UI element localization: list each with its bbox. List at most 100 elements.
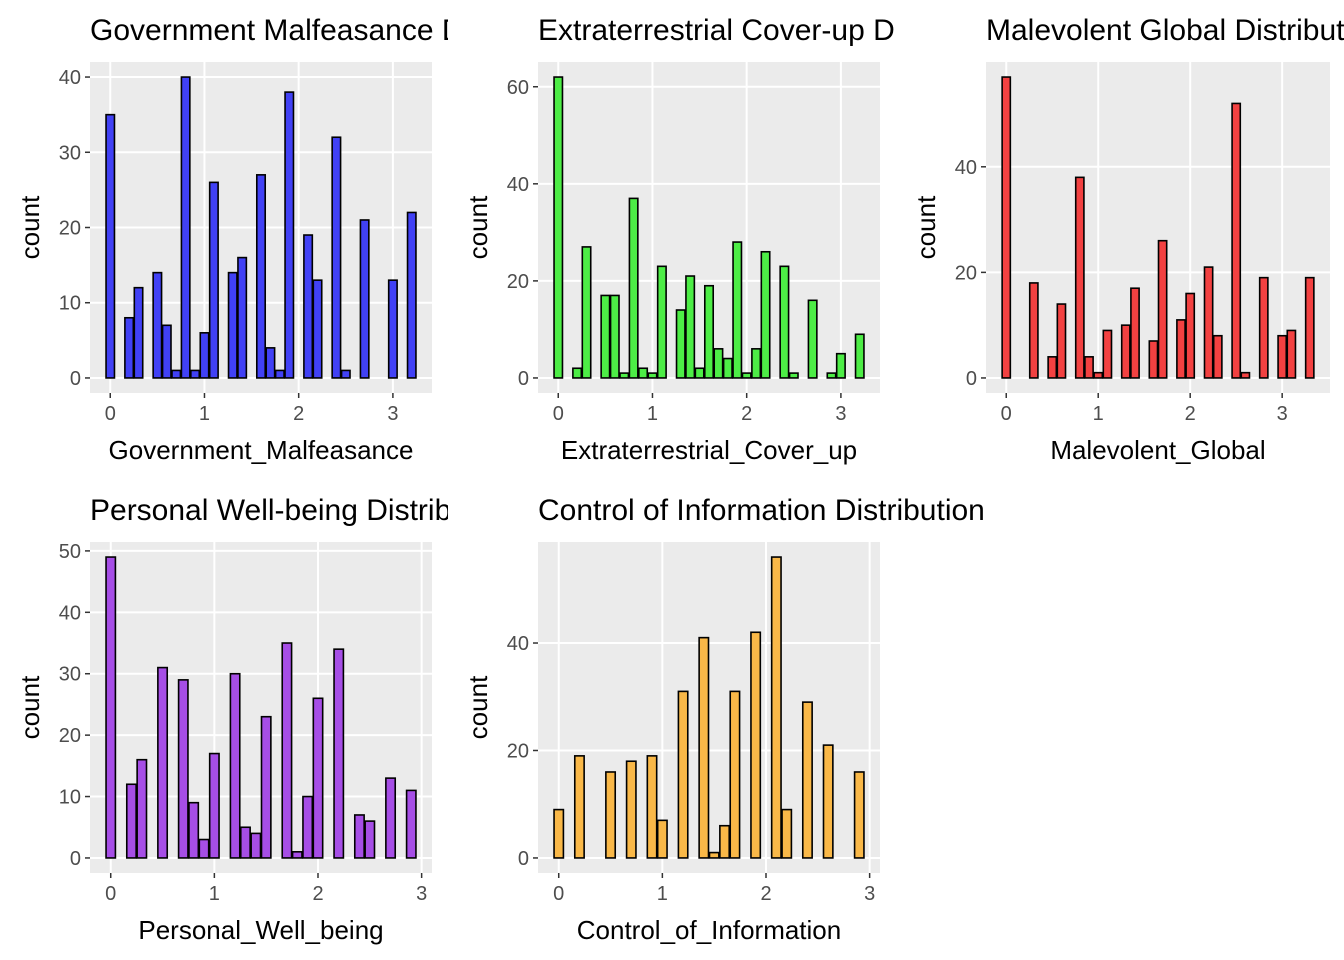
x-axis-label: Personal_Well_being (138, 915, 383, 945)
y-axis-label: count (15, 675, 45, 739)
bar (1203, 266, 1214, 379)
bar (1212, 334, 1223, 379)
bar (722, 357, 733, 379)
bar (199, 332, 210, 379)
bar (274, 369, 285, 379)
bar (677, 690, 689, 859)
bar (656, 819, 668, 859)
bar (694, 367, 705, 379)
bar (788, 372, 799, 379)
bar (208, 181, 219, 379)
bar (364, 820, 376, 859)
bar (1074, 176, 1085, 379)
bar (853, 771, 865, 859)
x-tick-label: 0 (105, 403, 116, 425)
x-tick-label: 2 (293, 403, 304, 425)
x-tick-label: 3 (1277, 403, 1288, 425)
bar (675, 309, 686, 379)
bar (385, 777, 397, 859)
y-axis-label: count (463, 675, 493, 739)
x-tick-label: 2 (1185, 403, 1196, 425)
x-tick-label: 1 (647, 403, 658, 425)
x-tick-label: 1 (657, 883, 668, 905)
bar (188, 801, 200, 859)
bar (609, 294, 620, 379)
x-axis-label: Extraterrestrial_Cover_up (561, 435, 857, 465)
bar (698, 636, 710, 859)
x-tick-label: 2 (760, 883, 771, 905)
bar (729, 690, 741, 859)
bar (353, 814, 365, 859)
y-tick-label: 0 (70, 368, 81, 390)
bar (600, 294, 611, 379)
bar (760, 250, 771, 379)
bar (1130, 287, 1140, 379)
bar (303, 234, 314, 379)
bar (1084, 356, 1094, 379)
bar (750, 631, 762, 859)
x-tick-label: 3 (864, 883, 875, 905)
y-tick-label: 10 (59, 293, 81, 315)
chart-title: Personal Well-being Distribution (90, 494, 516, 527)
bar (605, 771, 617, 859)
x-tick-label: 2 (741, 403, 752, 425)
bar (1240, 371, 1251, 379)
bar (208, 752, 220, 859)
bar (703, 284, 715, 379)
y-tick-label: 20 (59, 218, 81, 240)
y-axis-label: count (15, 195, 45, 259)
x-tick-label: 1 (209, 883, 220, 905)
subplot: 0 20 40 0 1 2 3 Malevolent Global Distribution M… (896, 0, 1344, 480)
chart-title: Control of Information Distribution (538, 494, 985, 527)
bar (854, 333, 865, 379)
bar (646, 755, 658, 859)
bar (708, 851, 720, 859)
y-tick-label: 50 (59, 541, 81, 563)
y-axis-label: count (911, 195, 941, 259)
bar (136, 758, 148, 859)
bar (807, 299, 818, 379)
bar (239, 826, 251, 859)
bar (125, 783, 137, 859)
y-tick-label: 0 (966, 368, 977, 390)
y-tick-label: 0 (70, 848, 81, 870)
bar (553, 808, 565, 859)
bar (835, 352, 846, 379)
bar (781, 808, 793, 859)
y-tick-label: 40 (59, 67, 81, 89)
x-tick-label: 3 (387, 403, 398, 425)
bar (1277, 334, 1288, 379)
x-tick-label: 2 (312, 883, 323, 905)
bar (685, 275, 696, 379)
bar (1047, 356, 1058, 379)
bar (406, 211, 417, 379)
bar (312, 279, 323, 379)
bar (638, 367, 649, 379)
bar (190, 369, 201, 379)
bar (281, 642, 293, 859)
bar (405, 789, 417, 859)
bar (770, 556, 782, 859)
bar (359, 219, 370, 379)
y-tick-label: 10 (59, 787, 81, 809)
y-tick-label: 40 (507, 633, 529, 655)
x-tick-label: 3 (835, 403, 846, 425)
y-tick-label: 60 (507, 77, 529, 99)
bar (822, 744, 834, 859)
y-tick-label: 20 (507, 271, 529, 293)
bar (152, 271, 163, 379)
x-axis-label: Malevolent_Global (1050, 435, 1265, 465)
bar (157, 666, 169, 859)
bar (1120, 324, 1131, 379)
bar (1148, 340, 1159, 379)
y-axis-label: count (463, 195, 493, 259)
bar (1286, 329, 1297, 379)
bar (1157, 239, 1168, 379)
x-tick-label: 1 (1093, 403, 1104, 425)
bar (1176, 319, 1186, 379)
y-tick-label: 20 (59, 725, 81, 747)
bar (133, 286, 144, 379)
bar (1001, 76, 1012, 379)
bar (260, 715, 272, 859)
